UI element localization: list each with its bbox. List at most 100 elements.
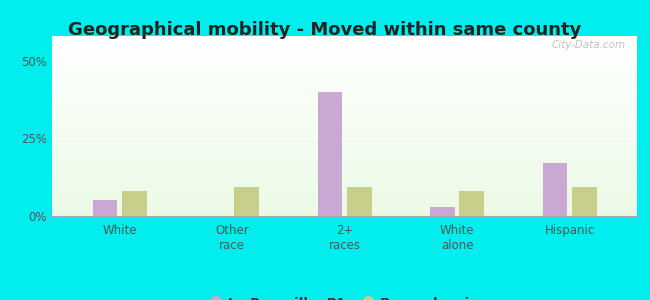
Bar bbox=[52, 50, 637, 51]
Bar bbox=[52, 92, 637, 93]
Bar bbox=[52, 94, 637, 95]
Bar bbox=[52, 123, 637, 124]
Bar bbox=[317, 92, 343, 216]
Bar bbox=[52, 194, 637, 195]
Bar bbox=[52, 73, 637, 74]
Bar bbox=[52, 146, 637, 147]
Bar bbox=[52, 187, 637, 188]
Bar bbox=[52, 181, 637, 182]
Bar bbox=[52, 133, 637, 134]
Bar bbox=[52, 156, 637, 157]
Bar bbox=[52, 126, 637, 127]
Bar bbox=[52, 152, 637, 153]
Bar bbox=[52, 118, 637, 119]
Bar bbox=[52, 155, 637, 156]
Bar bbox=[52, 69, 637, 70]
Bar bbox=[52, 190, 637, 191]
Bar bbox=[52, 202, 637, 203]
Bar bbox=[52, 120, 637, 121]
Bar bbox=[543, 163, 567, 216]
Bar bbox=[52, 43, 637, 44]
Bar bbox=[52, 153, 637, 154]
Bar bbox=[52, 200, 637, 201]
Bar bbox=[52, 212, 637, 213]
Bar bbox=[52, 109, 637, 110]
Bar bbox=[52, 125, 637, 126]
Bar bbox=[52, 86, 637, 87]
Bar bbox=[52, 88, 637, 89]
Bar bbox=[52, 36, 637, 37]
Bar bbox=[52, 110, 637, 111]
Bar bbox=[52, 60, 637, 61]
Bar bbox=[52, 207, 637, 208]
Bar bbox=[346, 187, 372, 216]
Bar bbox=[52, 122, 637, 123]
Bar bbox=[52, 108, 637, 109]
Bar bbox=[52, 195, 637, 196]
Bar bbox=[92, 200, 117, 216]
Bar bbox=[430, 207, 455, 216]
Bar bbox=[52, 196, 637, 197]
Bar bbox=[52, 197, 637, 198]
Bar bbox=[52, 39, 637, 40]
Bar bbox=[52, 178, 637, 179]
Bar bbox=[52, 57, 637, 58]
Bar bbox=[52, 174, 637, 175]
Bar bbox=[52, 63, 637, 64]
Bar bbox=[52, 162, 637, 163]
Bar bbox=[52, 172, 637, 173]
Bar bbox=[52, 45, 637, 46]
Bar bbox=[52, 204, 637, 205]
Bar bbox=[52, 188, 637, 189]
Bar bbox=[52, 91, 637, 92]
Bar bbox=[52, 132, 637, 133]
Bar bbox=[52, 81, 637, 82]
Bar bbox=[52, 78, 637, 79]
Bar bbox=[52, 83, 637, 84]
Bar bbox=[52, 76, 637, 77]
Bar bbox=[52, 58, 637, 59]
Bar bbox=[52, 64, 637, 65]
Bar bbox=[52, 117, 637, 118]
Bar bbox=[52, 46, 637, 47]
Bar bbox=[52, 102, 637, 103]
Bar bbox=[52, 166, 637, 167]
Bar bbox=[52, 215, 637, 216]
Bar bbox=[52, 191, 637, 192]
Bar bbox=[52, 198, 637, 199]
Bar bbox=[52, 103, 637, 104]
Bar bbox=[52, 47, 637, 48]
Bar bbox=[52, 141, 637, 142]
Bar bbox=[52, 54, 637, 55]
Bar bbox=[52, 149, 637, 150]
Bar bbox=[52, 90, 637, 91]
Bar bbox=[52, 38, 637, 39]
Bar bbox=[52, 80, 637, 81]
Bar bbox=[52, 213, 637, 214]
Bar bbox=[52, 169, 637, 170]
Bar bbox=[52, 135, 637, 136]
Bar bbox=[52, 112, 637, 113]
Bar bbox=[122, 191, 146, 216]
Bar bbox=[52, 87, 637, 88]
Bar bbox=[52, 121, 637, 122]
Bar bbox=[52, 157, 637, 158]
Bar bbox=[52, 151, 637, 152]
Bar bbox=[52, 70, 637, 71]
Bar bbox=[52, 159, 637, 160]
Bar bbox=[52, 42, 637, 43]
Bar bbox=[52, 75, 637, 76]
Bar bbox=[52, 186, 637, 187]
Bar bbox=[52, 209, 637, 210]
Bar bbox=[52, 37, 637, 38]
Bar bbox=[52, 170, 637, 171]
Bar bbox=[52, 66, 637, 67]
Bar bbox=[52, 201, 637, 202]
Bar bbox=[52, 74, 637, 75]
Bar bbox=[52, 124, 637, 125]
Bar bbox=[52, 95, 637, 96]
Bar bbox=[52, 113, 637, 114]
Bar bbox=[52, 116, 637, 117]
Bar bbox=[52, 136, 637, 137]
Bar bbox=[52, 164, 637, 165]
